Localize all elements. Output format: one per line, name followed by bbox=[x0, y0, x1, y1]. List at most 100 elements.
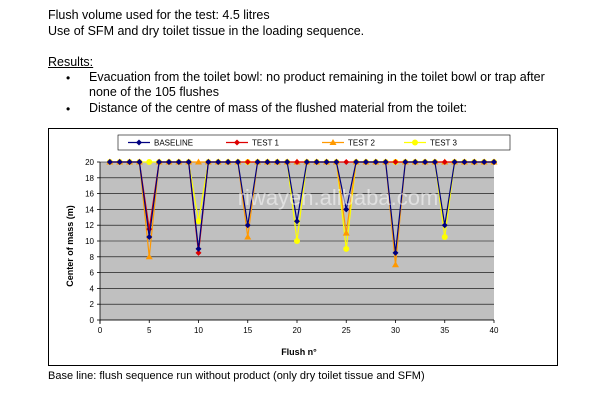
y-tick-label-18: 18 bbox=[85, 174, 94, 183]
x-tick-label-40: 40 bbox=[490, 326, 499, 335]
caption: Base line: flush sequence run without pr… bbox=[48, 370, 425, 382]
point-baseline-36 bbox=[451, 159, 458, 165]
legend-marker-test-1 bbox=[234, 139, 240, 146]
point-test-3-10 bbox=[195, 218, 202, 225]
y-tick-label-6: 6 bbox=[90, 269, 95, 278]
series-baseline bbox=[106, 159, 497, 256]
point-test-1-15 bbox=[244, 159, 251, 165]
point-baseline-37 bbox=[461, 159, 468, 165]
bullet-2-glyph: • bbox=[66, 102, 71, 116]
y-tick-label-16: 16 bbox=[85, 190, 94, 199]
point-test-1-10 bbox=[195, 249, 202, 256]
point-test-1-25 bbox=[343, 159, 350, 165]
point-baseline-38 bbox=[471, 159, 478, 165]
point-test-1-5 bbox=[146, 226, 153, 233]
x-tick-label-20: 20 bbox=[293, 326, 302, 335]
point-baseline-8 bbox=[175, 159, 182, 165]
watermark-text: riwayen.alibaba.com bbox=[238, 185, 439, 210]
series-line-baseline bbox=[109, 161, 494, 253]
point-baseline-30 bbox=[392, 249, 399, 256]
point-baseline-35 bbox=[441, 222, 448, 229]
x-tick-label-10: 10 bbox=[194, 326, 203, 335]
point-baseline-40 bbox=[491, 159, 497, 165]
y-tick-label-10: 10 bbox=[85, 237, 94, 246]
point-baseline-21 bbox=[303, 159, 310, 165]
x-tick-label-35: 35 bbox=[440, 326, 449, 335]
legend-label-test-3: TEST 3 bbox=[430, 139, 458, 148]
point-baseline-33 bbox=[422, 159, 429, 165]
results-heading: Results: bbox=[48, 55, 94, 69]
bullet-1-text-line-2: none of the 105 flushes bbox=[89, 85, 219, 99]
bullet-2-text: Distance of the centre of mass of the fl… bbox=[89, 101, 467, 115]
point-test-3-5 bbox=[146, 159, 153, 165]
point-baseline-12 bbox=[215, 159, 222, 165]
legend-label-baseline: BASELINE bbox=[154, 139, 193, 148]
point-baseline-26 bbox=[353, 159, 360, 165]
point-baseline-7 bbox=[165, 159, 172, 165]
point-baseline-9 bbox=[185, 159, 192, 165]
point-baseline-31 bbox=[402, 159, 409, 165]
point-baseline-32 bbox=[412, 159, 419, 165]
y-tick-label-2: 2 bbox=[90, 300, 95, 309]
point-test-3-20 bbox=[294, 238, 300, 244]
point-baseline-10 bbox=[195, 245, 202, 252]
x-tick-label-15: 15 bbox=[243, 326, 252, 335]
y-tick-label-4: 4 bbox=[90, 284, 95, 293]
point-test-3-35 bbox=[441, 234, 448, 241]
y-axis-label: Center of mass (m) bbox=[65, 205, 75, 287]
point-baseline-27 bbox=[362, 159, 369, 165]
legend-box bbox=[117, 134, 511, 151]
point-test-1-30 bbox=[392, 159, 399, 165]
intro-line-2: Use of SFM and dry toilet tissue in the … bbox=[48, 24, 365, 38]
y-tick-label-14: 14 bbox=[85, 205, 94, 214]
point-baseline-34 bbox=[431, 159, 438, 165]
point-baseline-19 bbox=[284, 159, 291, 165]
point-baseline-11 bbox=[205, 159, 212, 165]
point-baseline-2 bbox=[116, 159, 123, 165]
x-tick-label-25: 25 bbox=[342, 326, 351, 335]
point-baseline-14 bbox=[234, 159, 241, 165]
point-baseline-28 bbox=[372, 159, 379, 165]
y-tick-label-20: 20 bbox=[85, 158, 94, 167]
point-baseline-25 bbox=[343, 206, 350, 213]
bullet-1-glyph: • bbox=[66, 71, 71, 85]
legend-marker-test-2 bbox=[329, 139, 337, 145]
point-test-2-10 bbox=[195, 158, 202, 165]
x-tick-label-0: 0 bbox=[98, 326, 103, 335]
bullet-1-text-line-1: Evacuation from the toilet bowl: no prod… bbox=[89, 70, 545, 84]
point-baseline-17 bbox=[264, 159, 271, 165]
point-test-2-5 bbox=[145, 253, 153, 260]
point-baseline-6 bbox=[156, 159, 163, 165]
legend-label-test-2: TEST 2 bbox=[348, 139, 376, 148]
point-test-2-25 bbox=[342, 229, 350, 236]
point-test-2-15 bbox=[244, 233, 252, 240]
point-baseline-24 bbox=[333, 159, 340, 165]
legend-marker-test-3 bbox=[412, 139, 418, 146]
legend-marker-baseline bbox=[136, 139, 142, 146]
point-baseline-16 bbox=[254, 159, 261, 165]
point-baseline-4 bbox=[136, 159, 143, 165]
x-tick-label-30: 30 bbox=[391, 326, 400, 335]
intro-line-1: Flush volume used for the test: 4.5 litr… bbox=[48, 8, 270, 22]
point-test-1-20 bbox=[294, 159, 300, 165]
x-axis-label: Flush n° bbox=[281, 347, 317, 357]
point-baseline-15 bbox=[244, 222, 251, 229]
y-tick-label-8: 8 bbox=[90, 253, 95, 262]
legend-label-test-1: TEST 1 bbox=[252, 139, 280, 148]
point-baseline-20 bbox=[294, 218, 300, 225]
point-baseline-22 bbox=[313, 159, 320, 165]
point-baseline-1 bbox=[106, 159, 113, 165]
point-test-3-25 bbox=[343, 245, 350, 252]
center-of-mass-chart: 0 2 4 6 8 10 12 14 16 18 20 0 5 10 15 20 25 30 35 40 BASELI… bbox=[65, 134, 511, 357]
point-baseline-39 bbox=[481, 159, 488, 165]
y-tick-label-0: 0 bbox=[90, 316, 95, 325]
y-tick-label-12: 12 bbox=[85, 221, 94, 230]
point-baseline-23 bbox=[323, 159, 330, 165]
point-baseline-18 bbox=[274, 159, 281, 165]
point-test-2-30 bbox=[392, 261, 399, 268]
point-baseline-5 bbox=[146, 234, 153, 241]
point-baseline-13 bbox=[225, 159, 232, 165]
point-baseline-29 bbox=[382, 159, 389, 165]
point-baseline-3 bbox=[126, 159, 133, 165]
x-tick-label-5: 5 bbox=[147, 326, 152, 335]
